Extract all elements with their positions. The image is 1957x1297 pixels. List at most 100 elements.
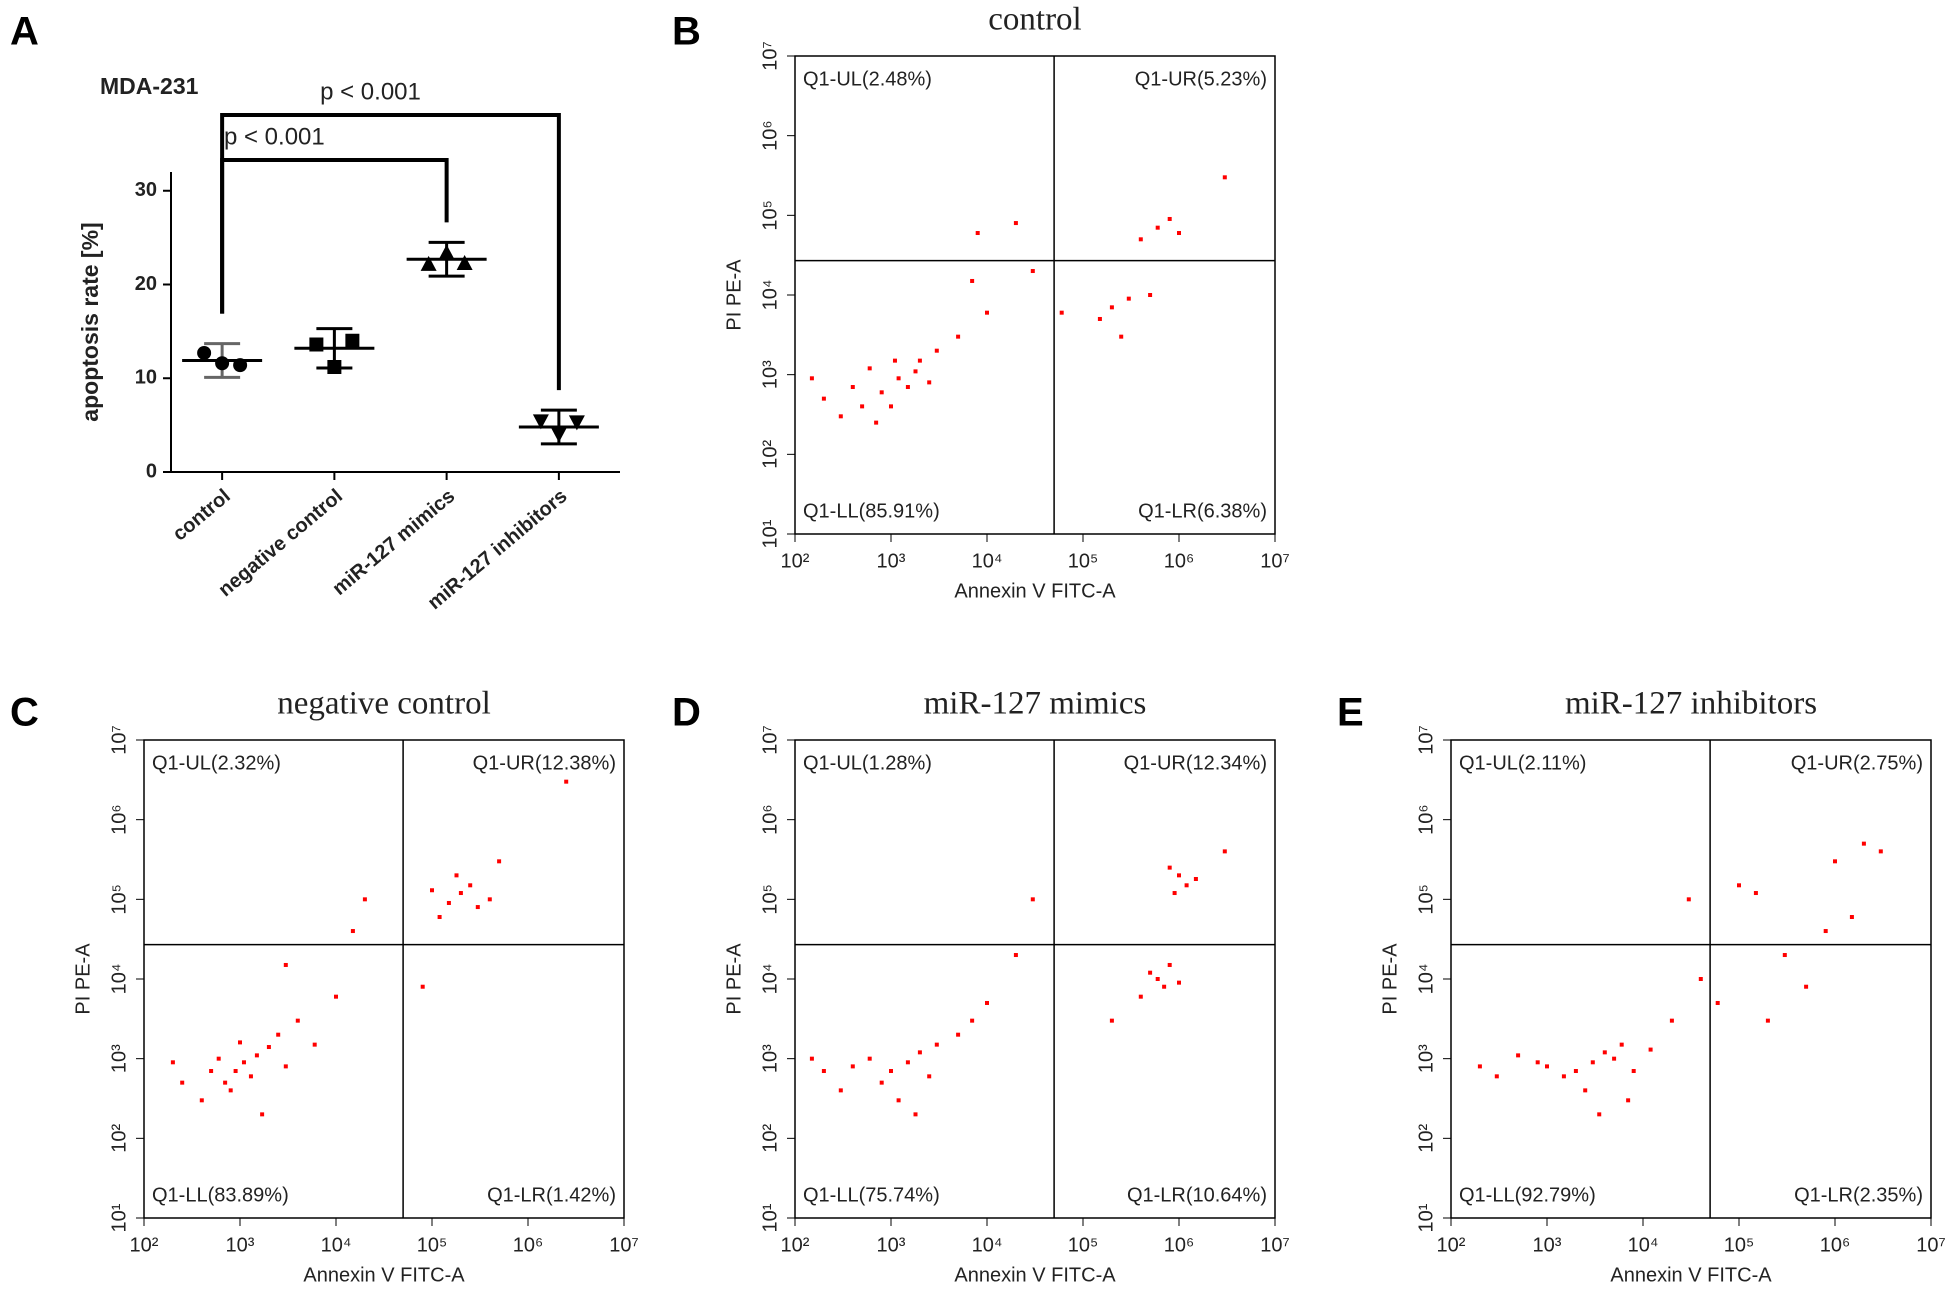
- x-tick-label: control: [169, 485, 235, 545]
- event-dot: [350, 929, 355, 934]
- y-tick-label: 10⁷: [759, 41, 781, 70]
- event-dot: [838, 414, 843, 419]
- x-tick-label: 10⁴: [1628, 1234, 1659, 1256]
- data-point: [327, 360, 342, 374]
- x-tick-label: 10⁷: [1916, 1234, 1945, 1256]
- y-tick-label: 30: [135, 179, 157, 201]
- event-dot: [487, 897, 492, 902]
- panel-letter: D: [672, 691, 701, 735]
- event-dot: [927, 1074, 932, 1079]
- data-point: [197, 345, 212, 360]
- y-tick-label: 10⁷: [759, 725, 781, 754]
- quadrant-label: Q1-LR(6.38%): [1138, 500, 1267, 522]
- chart-title: negative control: [277, 686, 491, 722]
- x-tick-label: 10³: [877, 550, 906, 572]
- event-dot: [1162, 984, 1167, 989]
- x-tick-label: 10²: [781, 1234, 810, 1256]
- x-axis-label: Annexin V FITC-A: [1610, 1264, 1772, 1286]
- event-dot: [1753, 891, 1758, 896]
- event-dot: [1782, 953, 1787, 958]
- event-dot: [1648, 1047, 1653, 1052]
- x-tick-label: 10⁵: [1068, 1234, 1099, 1256]
- x-tick-label: 10⁶: [1164, 550, 1194, 572]
- event-dot: [180, 1080, 185, 1085]
- plot-frame: [794, 739, 1276, 1219]
- y-tick-label: 0: [146, 460, 157, 482]
- x-tick-label: 10³: [1533, 1234, 1562, 1256]
- event-dot: [889, 404, 893, 409]
- x-tick-label: 10⁷: [609, 1234, 638, 1256]
- event-dot: [1167, 216, 1172, 221]
- x-tick-label: 10⁷: [1260, 550, 1289, 572]
- significance-label: p < 0.001: [320, 78, 421, 105]
- event-dot: [216, 1056, 221, 1061]
- event-dot: [199, 1098, 204, 1103]
- y-tick-label: 10⁴: [759, 964, 781, 995]
- x-tick-label: 10⁶: [513, 1234, 543, 1256]
- event-dot: [1138, 994, 1143, 999]
- event-dot: [1138, 237, 1143, 242]
- event-dot: [809, 376, 814, 381]
- y-tick-label: 10⁵: [108, 884, 130, 915]
- event-dot: [985, 310, 989, 315]
- x-tick-label: 10²: [781, 550, 810, 572]
- y-axis-label: apoptosis rate [%]: [77, 222, 103, 421]
- y-tick-label: 10⁶: [108, 804, 130, 834]
- event-dot: [468, 883, 473, 888]
- x-axis-label: Annexin V FITC-A: [303, 1264, 465, 1286]
- chart-title: control: [988, 2, 1081, 38]
- event-dot: [241, 1060, 246, 1065]
- y-tick-label: 10³: [108, 1044, 130, 1073]
- event-dot: [564, 779, 569, 784]
- event-dot: [838, 1088, 843, 1093]
- y-tick-label: 10: [135, 367, 157, 389]
- event-dot: [283, 962, 288, 967]
- event-dot: [334, 994, 338, 999]
- event-dot: [295, 1018, 300, 1023]
- quadrant-label: Q1-UL(1.28%): [803, 752, 932, 774]
- data-point: [420, 255, 437, 271]
- quadrant-label: Q1-LL(92.79%): [1459, 1184, 1596, 1206]
- event-dot: [276, 1032, 281, 1037]
- event-dot: [1097, 316, 1102, 321]
- data-point: [233, 358, 248, 373]
- quadrant-label: Q1-LR(1.42%): [487, 1184, 616, 1206]
- y-tick-label: 10¹: [108, 1203, 130, 1232]
- y-tick-label: 10³: [1415, 1044, 1437, 1073]
- event-dot: [850, 1064, 855, 1069]
- event-dot: [1013, 221, 1018, 226]
- quadrant-label: Q1-UR(2.75%): [1791, 752, 1923, 774]
- event-dot: [1148, 970, 1153, 975]
- x-tick-label: 10⁵: [417, 1234, 448, 1256]
- x-tick-label: 10⁶: [1820, 1234, 1850, 1256]
- quadrant-label: Q1-LL(85.91%): [803, 500, 940, 522]
- quadrant-label: Q1-UL(2.32%): [152, 752, 281, 774]
- quadrant-label: Q1-LL(83.89%): [152, 1184, 289, 1206]
- event-dot: [1177, 231, 1181, 236]
- event-dot: [233, 1069, 238, 1074]
- event-dot: [1602, 1050, 1607, 1055]
- event-dot: [1059, 310, 1064, 315]
- event-dot: [248, 1074, 253, 1079]
- event-dot: [1823, 929, 1828, 934]
- event-dot: [1612, 1056, 1617, 1061]
- event-dot: [1222, 175, 1227, 180]
- x-tick-label: 10²: [130, 1234, 159, 1256]
- event-dot: [266, 1045, 271, 1050]
- event-dot: [913, 1112, 918, 1117]
- event-dot: [475, 905, 480, 910]
- y-tick-label: 10¹: [1415, 1203, 1437, 1232]
- y-tick-label: 10⁴: [759, 280, 781, 311]
- y-tick-label: 10⁷: [1415, 725, 1437, 754]
- event-dot: [970, 1018, 975, 1023]
- event-dot: [1167, 865, 1172, 870]
- quadrant-label: Q1-LL(75.74%): [803, 1184, 940, 1206]
- y-tick-label: 10⁵: [759, 200, 781, 231]
- event-dot: [821, 1069, 826, 1074]
- event-dot: [879, 390, 884, 395]
- y-axis-label: PI PE-A: [723, 943, 745, 1015]
- y-tick-label: 10³: [759, 1044, 781, 1073]
- event-dot: [1849, 915, 1854, 920]
- significance-bracket: [220, 158, 449, 314]
